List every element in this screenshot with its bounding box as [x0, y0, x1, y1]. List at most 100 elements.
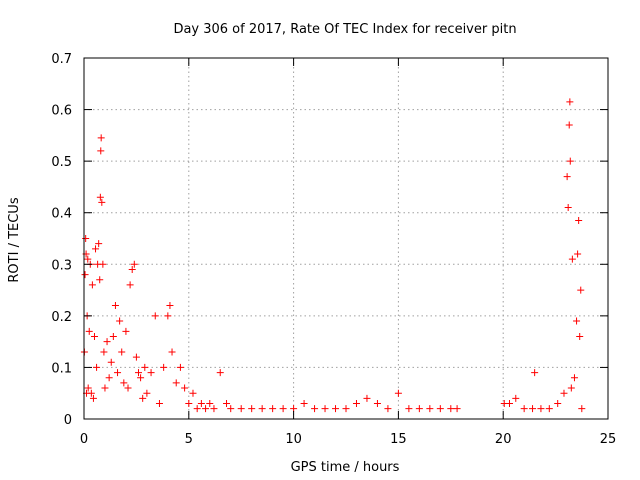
- data-point: [566, 157, 574, 165]
- data-point: [84, 255, 92, 263]
- data-point: [206, 400, 214, 408]
- data-point: [189, 389, 197, 397]
- x-tick-label: 5: [185, 432, 193, 447]
- y-tick-label: 0: [64, 413, 72, 428]
- data-point: [164, 312, 172, 320]
- data-point: [512, 394, 520, 402]
- y-tick-label: 0.4: [51, 207, 72, 222]
- data-points: [80, 98, 586, 413]
- data-point: [151, 312, 159, 320]
- data-point: [85, 327, 93, 335]
- data-point: [505, 400, 513, 408]
- chart-title: Day 306 of 2017, Rate Of TEC Index for r…: [173, 22, 516, 37]
- data-point: [227, 405, 235, 413]
- data-point: [141, 363, 149, 371]
- data-point: [197, 400, 205, 408]
- data-point: [405, 405, 413, 413]
- data-point: [566, 98, 574, 106]
- data-point: [147, 369, 155, 377]
- axis-ticks: 0 0.1 0.2 0.3 0.4 0.5 0.6 0.7 0 5 10 15 20 25: [51, 52, 616, 447]
- data-point: [100, 348, 108, 356]
- data-point: [563, 173, 571, 181]
- data-point: [248, 405, 256, 413]
- y-tick-label: 0.5: [51, 155, 72, 170]
- data-point: [560, 389, 568, 397]
- data-point: [415, 405, 423, 413]
- data-point: [545, 405, 553, 413]
- data-point: [128, 265, 136, 273]
- data-point: [107, 358, 115, 366]
- data-point: [122, 327, 130, 335]
- data-point: [321, 405, 329, 413]
- data-point: [96, 193, 104, 201]
- x-tick-label: 20: [495, 432, 512, 447]
- data-point: [172, 379, 180, 387]
- data-point: [88, 281, 96, 289]
- x-tick-label: 0: [80, 432, 88, 447]
- data-point: [89, 394, 97, 402]
- data-point: [311, 405, 319, 413]
- data-point: [114, 369, 122, 377]
- data-point: [352, 400, 360, 408]
- y-axis-label: ROTI / TECUs: [7, 197, 22, 282]
- data-point: [95, 240, 103, 248]
- data-point: [342, 405, 350, 413]
- data-point: [575, 216, 583, 224]
- data-point: [137, 374, 145, 382]
- data-point: [210, 405, 218, 413]
- data-point: [101, 384, 109, 392]
- data-point: [453, 405, 461, 413]
- data-point: [97, 147, 105, 155]
- data-point: [426, 405, 434, 413]
- data-point: [120, 379, 128, 387]
- data-point: [384, 405, 392, 413]
- data-point: [93, 363, 101, 371]
- grid-lines: [84, 58, 608, 419]
- data-point: [160, 363, 168, 371]
- data-point: [568, 255, 576, 263]
- data-point: [126, 281, 134, 289]
- data-point: [565, 121, 573, 129]
- data-point: [554, 400, 562, 408]
- data-point: [570, 374, 578, 382]
- data-point: [90, 332, 98, 340]
- data-point: [193, 405, 201, 413]
- data-point: [574, 250, 582, 258]
- data-point: [202, 405, 210, 413]
- data-point: [181, 384, 189, 392]
- data-point: [111, 302, 119, 310]
- data-point: [436, 405, 444, 413]
- data-point: [216, 369, 224, 377]
- data-point: [578, 405, 586, 413]
- plot-frame: [83, 57, 609, 420]
- data-point: [300, 400, 308, 408]
- data-point: [81, 271, 89, 279]
- data-point: [124, 384, 132, 392]
- data-point: [531, 369, 539, 377]
- y-tick-label: 0.1: [51, 361, 72, 376]
- data-point: [520, 405, 528, 413]
- data-point: [105, 374, 113, 382]
- data-point: [92, 245, 100, 253]
- data-point: [185, 400, 193, 408]
- data-point: [103, 338, 111, 346]
- data-point: [139, 394, 147, 402]
- data-point: [98, 198, 106, 206]
- data-point: [537, 405, 545, 413]
- data-point: [134, 369, 142, 377]
- data-point: [573, 317, 581, 325]
- data-point: [363, 394, 371, 402]
- data-point: [577, 286, 585, 294]
- data-point: [118, 348, 126, 356]
- data-point: [269, 405, 277, 413]
- data-point: [176, 363, 184, 371]
- data-point: [87, 389, 95, 397]
- x-axis-label: GPS time / hours: [291, 460, 400, 475]
- data-point: [258, 405, 266, 413]
- data-point: [82, 235, 90, 242]
- data-point: [529, 405, 537, 413]
- data-point: [130, 260, 138, 268]
- data-point: [567, 384, 575, 392]
- data-point: [99, 260, 107, 268]
